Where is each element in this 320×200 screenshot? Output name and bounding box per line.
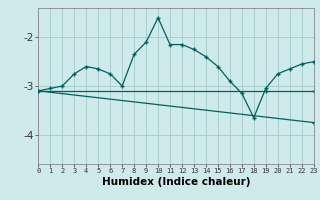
X-axis label: Humidex (Indice chaleur): Humidex (Indice chaleur)	[102, 177, 250, 187]
